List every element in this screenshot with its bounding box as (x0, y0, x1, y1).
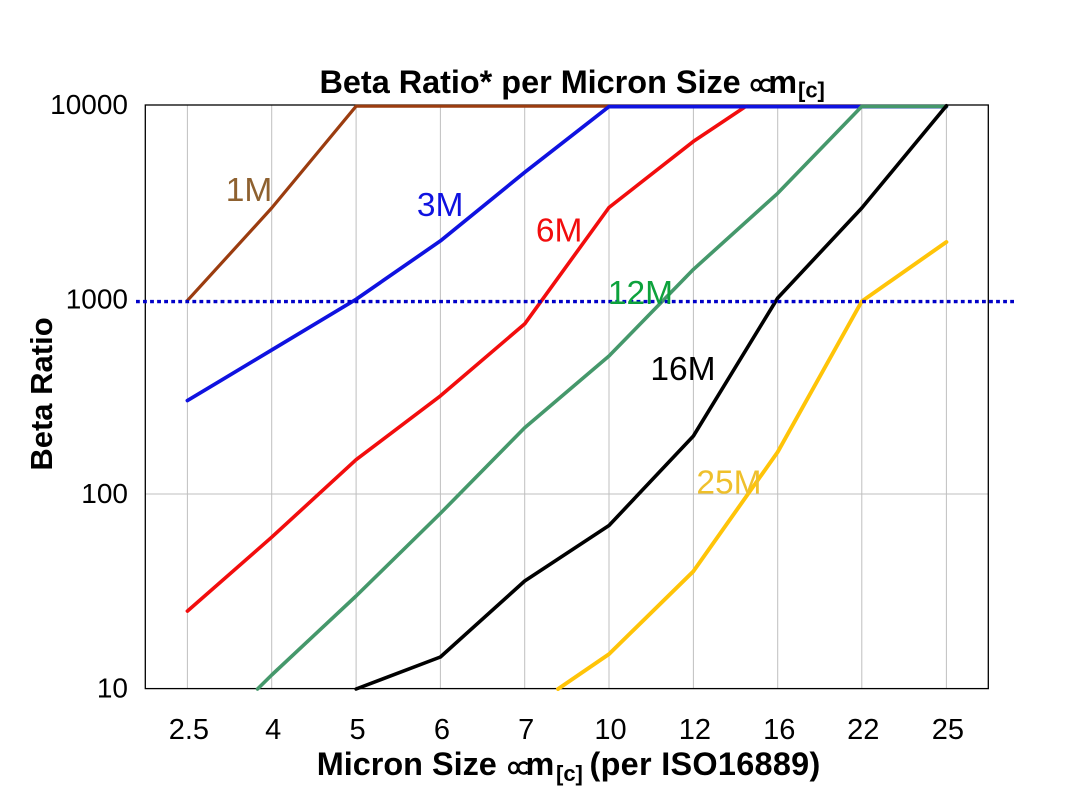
svg-text:Beta Ratio: Beta Ratio (24, 317, 59, 470)
svg-text:3M: 3M (417, 187, 464, 224)
svg-text:16: 16 (763, 714, 795, 746)
svg-text:25M: 25M (696, 464, 761, 501)
svg-text:m: m (768, 64, 797, 100)
svg-text:2.5: 2.5 (169, 714, 209, 746)
svg-text:22: 22 (847, 714, 879, 746)
svg-text:4: 4 (265, 714, 281, 746)
svg-text:m: m (526, 746, 555, 782)
svg-text:16M: 16M (650, 351, 715, 388)
svg-text:7: 7 (518, 714, 534, 746)
svg-text:12: 12 (679, 714, 711, 746)
svg-text:10: 10 (97, 673, 128, 704)
svg-text:25: 25 (932, 714, 964, 746)
svg-text:1000: 1000 (66, 284, 128, 315)
svg-text:10: 10 (594, 714, 626, 746)
svg-text:(per ISO16889): (per ISO16889) (590, 746, 821, 782)
svg-text:6: 6 (434, 714, 450, 746)
svg-text:10000: 10000 (50, 89, 128, 120)
svg-text:Beta Ratio* per Micron Size: Beta Ratio* per Micron Size (320, 64, 741, 100)
svg-text:5: 5 (350, 714, 366, 746)
svg-text:12M: 12M (608, 275, 673, 312)
svg-text:[c]: [c] (798, 78, 825, 103)
svg-text:6M: 6M (536, 212, 583, 249)
svg-text:Micron Size: Micron Size (317, 746, 497, 782)
svg-text:1M: 1M (226, 172, 273, 209)
svg-text:100: 100 (81, 478, 128, 509)
svg-text:[c]: [c] (556, 761, 583, 786)
